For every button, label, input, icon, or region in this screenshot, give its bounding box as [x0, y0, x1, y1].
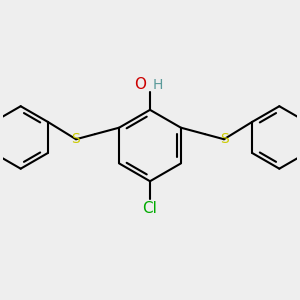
Text: S: S [220, 132, 228, 146]
Text: S: S [72, 132, 80, 146]
Text: Cl: Cl [142, 201, 158, 216]
Text: H: H [153, 78, 164, 92]
Text: O: O [134, 76, 146, 92]
